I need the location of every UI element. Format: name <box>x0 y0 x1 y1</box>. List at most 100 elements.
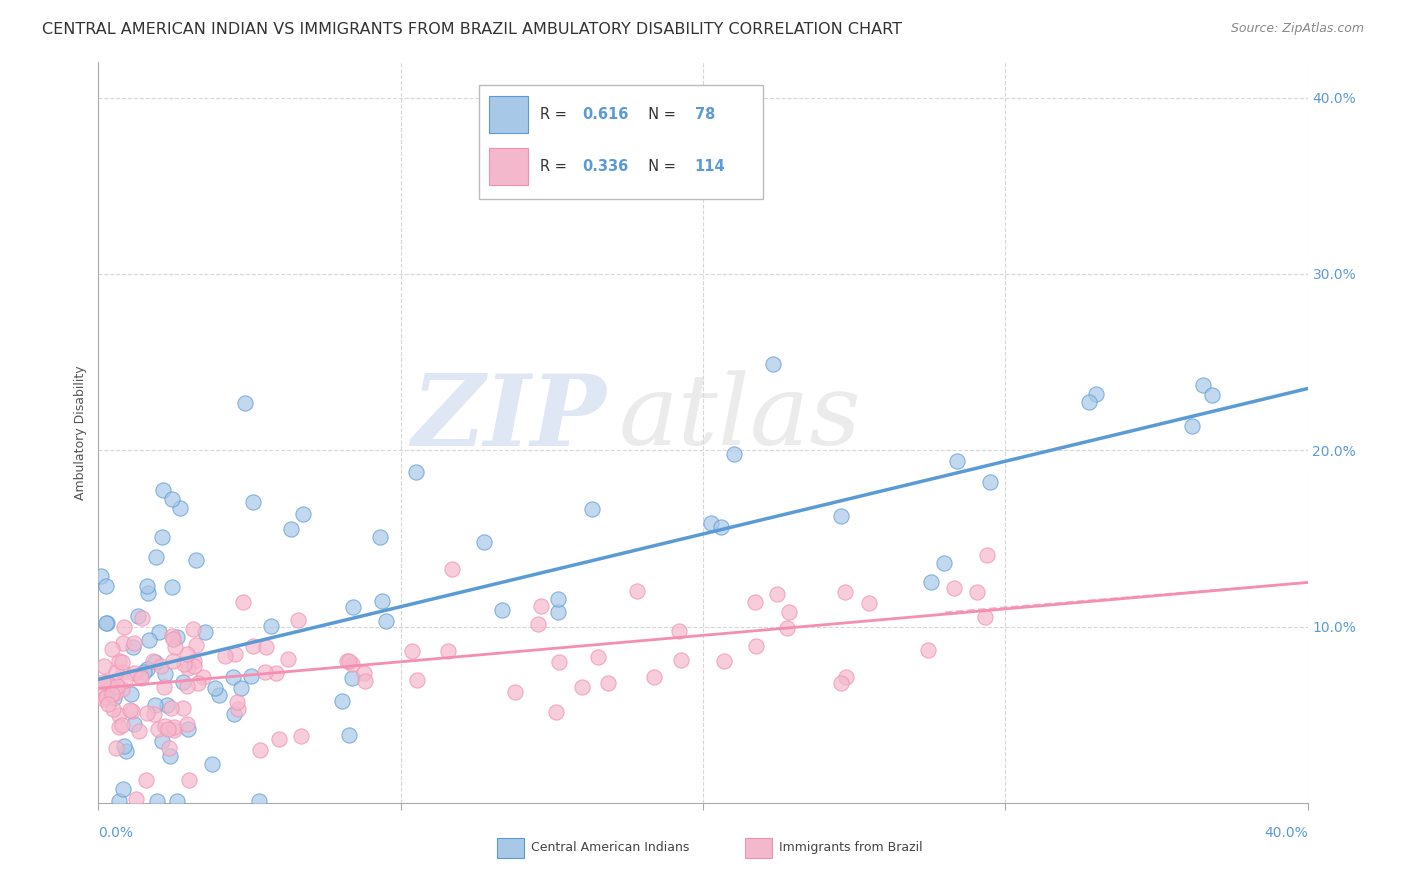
Point <box>405 673 427 687</box>
Point <box>710 519 733 533</box>
Point <box>166 794 188 808</box>
Point <box>136 586 159 600</box>
Text: atlas: atlas <box>619 370 860 466</box>
Point <box>177 661 200 675</box>
Point <box>91 674 114 689</box>
Point <box>177 722 200 736</box>
Point <box>337 654 360 668</box>
Point <box>186 639 208 653</box>
Point <box>530 599 553 613</box>
Text: 114: 114 <box>695 159 725 174</box>
Point <box>105 679 128 693</box>
Point <box>111 781 134 796</box>
Point <box>943 582 966 596</box>
Point <box>156 722 179 736</box>
Point <box>90 569 112 583</box>
Point <box>1084 386 1107 401</box>
Text: N =: N = <box>638 159 681 174</box>
Point <box>162 629 184 643</box>
Point <box>765 587 787 601</box>
Point <box>96 674 118 689</box>
Point <box>166 630 188 644</box>
Text: 0.336: 0.336 <box>582 159 628 174</box>
Point <box>142 707 165 722</box>
Point <box>111 656 134 670</box>
Point <box>491 602 513 616</box>
Point <box>375 615 398 629</box>
Point <box>242 640 264 654</box>
Point <box>668 624 690 639</box>
Point <box>370 530 392 544</box>
Text: 0.0%: 0.0% <box>98 827 134 840</box>
Point <box>222 670 245 684</box>
Point <box>103 701 125 715</box>
Point <box>214 649 236 664</box>
Point <box>176 647 198 661</box>
Point <box>405 466 427 480</box>
Point <box>129 672 152 686</box>
Point <box>233 396 256 410</box>
Point <box>249 743 271 757</box>
Point <box>226 702 249 716</box>
Point <box>353 673 375 688</box>
Point <box>172 674 194 689</box>
Text: R =: R = <box>540 159 571 174</box>
Point <box>150 530 173 544</box>
Point <box>112 620 135 634</box>
Point <box>90 688 112 702</box>
Point <box>153 719 176 733</box>
Point <box>201 757 224 772</box>
Point <box>184 552 207 566</box>
Point <box>526 616 548 631</box>
Point <box>153 666 176 681</box>
Point <box>124 717 146 731</box>
Point <box>1191 378 1213 392</box>
Point <box>160 580 183 594</box>
Bar <box>489 95 527 133</box>
Text: Immigrants from Brazil: Immigrants from Brazil <box>779 841 922 854</box>
Point <box>401 644 423 658</box>
Point <box>149 659 172 673</box>
Text: CENTRAL AMERICAN INDIAN VS IMMIGRANTS FROM BRAZIL AMBULATORY DISABILITY CORRELAT: CENTRAL AMERICAN INDIAN VS IMMIGRANTS FR… <box>42 22 903 37</box>
Point <box>145 549 167 564</box>
Point <box>240 669 263 683</box>
Point <box>176 679 198 693</box>
Point <box>723 447 745 461</box>
Text: 78: 78 <box>695 107 714 122</box>
Point <box>135 662 157 676</box>
Point <box>440 562 463 576</box>
Bar <box>498 838 524 858</box>
Point <box>148 625 170 640</box>
Point <box>146 794 169 808</box>
Point <box>156 698 179 712</box>
Point <box>142 654 165 668</box>
Point <box>976 548 998 562</box>
Point <box>472 534 495 549</box>
Point <box>97 697 120 711</box>
Point <box>548 656 571 670</box>
Point <box>114 673 136 687</box>
Point <box>744 595 766 609</box>
Point <box>108 794 131 808</box>
Point <box>834 585 856 599</box>
Point <box>101 686 124 700</box>
Text: 40.0%: 40.0% <box>1264 827 1308 840</box>
Point <box>269 732 291 747</box>
Point <box>226 695 249 709</box>
Point <box>121 687 143 701</box>
Point <box>546 705 568 719</box>
Point <box>143 698 166 713</box>
Point <box>163 720 186 734</box>
Point <box>152 483 174 498</box>
Point <box>1078 395 1101 409</box>
Point <box>547 605 569 619</box>
Point <box>138 632 160 647</box>
Bar <box>745 838 772 858</box>
Point <box>830 675 852 690</box>
Point <box>104 741 127 756</box>
Point <box>108 720 131 734</box>
Point <box>277 652 299 666</box>
Point <box>111 718 134 732</box>
Point <box>208 688 231 702</box>
Point <box>917 642 939 657</box>
